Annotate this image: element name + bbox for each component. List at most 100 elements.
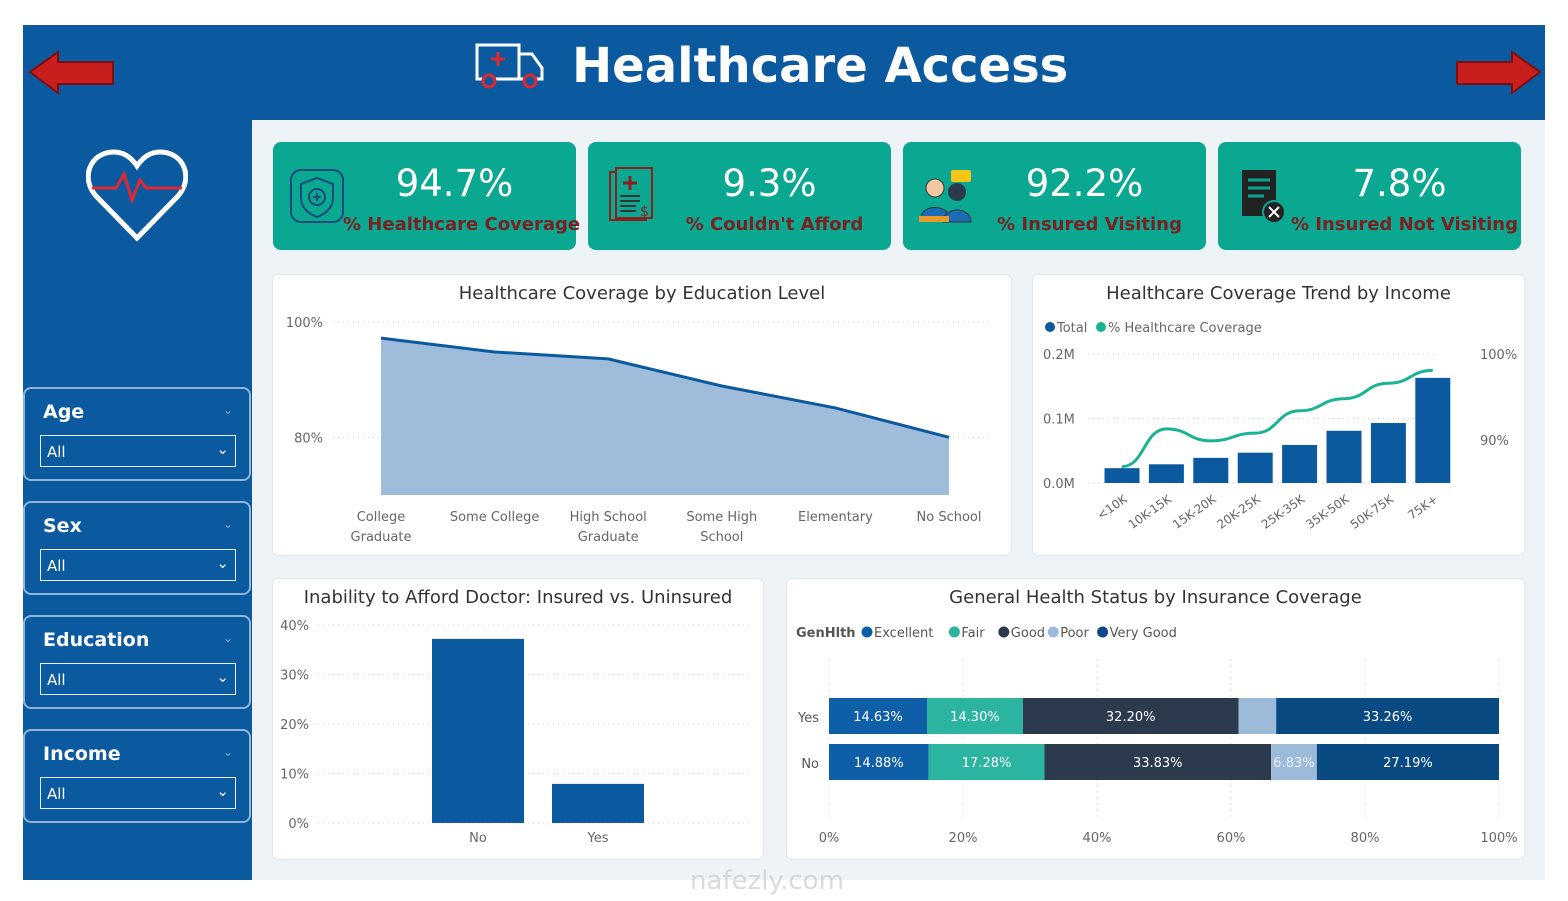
stacked-segment[interactable] <box>829 744 929 780</box>
legend-item[interactable]: Excellent <box>874 626 933 641</box>
afford-bar[interactable] <box>552 783 644 823</box>
x-tick-label: 100% <box>1480 831 1517 846</box>
legend-item[interactable]: Good <box>1011 626 1045 641</box>
x-tick-label: Some College <box>450 510 540 525</box>
arrow-right-icon[interactable] <box>1452 50 1542 95</box>
chevron-down-icon[interactable]: ⌄ <box>222 631 233 645</box>
kpi-card: $9.3% % Couldn't Afford <box>588 142 891 250</box>
y-tick-label: 10% <box>280 768 309 783</box>
afford-bar-chart: 40% 30% 20% 10% 0% No Yes <box>280 619 753 846</box>
income-bar[interactable] <box>1104 468 1140 483</box>
x-tick-label: College Graduate <box>351 510 412 545</box>
chevron-down-icon: ⌄ <box>216 440 229 458</box>
dropdown-value: All <box>47 557 66 575</box>
legend-item[interactable]: Poor <box>1060 626 1089 641</box>
y-category-label: Yes <box>797 711 819 726</box>
x-tick-label: Some High School <box>686 510 757 545</box>
y2-tick-label: 100% <box>1480 348 1517 363</box>
education-chart-card: Healthcare Coverage by Education Level 1… <box>272 274 1012 556</box>
coverage-line <box>1121 368 1433 469</box>
segment-label: 14.63% <box>853 710 903 725</box>
legend-item[interactable]: Fair <box>961 626 985 641</box>
x-tick-label: 20% <box>949 831 978 846</box>
legend-total[interactable]: Total <box>1056 321 1087 336</box>
slicer-dropdown[interactable]: All ⌄ <box>40 777 236 809</box>
legend-total-dot <box>1045 322 1055 332</box>
area-line <box>380 336 950 439</box>
slicer-label: Age <box>43 401 85 423</box>
kpi-card: 94.7% % Healthcare Coverage <box>273 142 580 250</box>
stacked-segment[interactable] <box>1271 744 1317 780</box>
legend-coverage[interactable]: % Healthcare Coverage <box>1108 321 1262 336</box>
chevron-down-icon[interactable]: ⌄ <box>222 403 233 417</box>
x-tick-label: <10K <box>1094 491 1130 522</box>
x-tick-label: 15K-20K <box>1170 491 1219 531</box>
x-tick-label: 40% <box>1083 831 1112 846</box>
income-bar[interactable] <box>1326 430 1362 483</box>
y-tick-label: 40% <box>280 619 309 634</box>
x-tick-label: 35K-50K <box>1303 491 1352 531</box>
afford-chart-card: Inability to Afford Doctor: Insured vs. … <box>272 578 764 860</box>
slicer-education: Education ⌄ All ⌄ <box>23 615 251 709</box>
segment-label: 14.88% <box>854 756 904 771</box>
income-bar[interactable] <box>1282 444 1318 483</box>
slicer-dropdown[interactable]: All ⌄ <box>40 549 236 581</box>
afford-bar[interactable] <box>432 638 524 823</box>
kpi-value: 9.3% <box>722 162 817 205</box>
income-bar[interactable] <box>1415 377 1451 483</box>
y-tick-label: 30% <box>280 669 309 684</box>
legend-title: GenHlth <box>796 626 856 641</box>
y-tick-label: 0.1M <box>1043 413 1075 428</box>
stacked-segment[interactable] <box>1316 744 1499 780</box>
legend-dot <box>998 626 1010 638</box>
stacked-segment[interactable] <box>1276 698 1499 734</box>
y-tick-label: 100% <box>286 316 323 331</box>
slicer-label: Education <box>43 629 150 651</box>
stacked-segment[interactable] <box>1022 698 1239 734</box>
segment-label: 27.19% <box>1383 756 1433 771</box>
chart-title: General Health Status by Insurance Cover… <box>949 587 1362 608</box>
y-category-label: No <box>801 757 819 772</box>
legend-coverage-dot <box>1096 322 1106 332</box>
document-cancel-icon <box>1242 170 1286 224</box>
chevron-down-icon[interactable]: ⌄ <box>222 745 233 759</box>
chevron-down-icon: ⌄ <box>216 782 229 800</box>
stacked-segment[interactable] <box>928 744 1045 780</box>
income-bar[interactable] <box>1148 464 1184 483</box>
medical-bill-icon: $ <box>609 167 653 221</box>
x-tick-label: No School <box>917 510 982 525</box>
legend-item[interactable]: Very Good <box>1110 626 1177 641</box>
chevron-down-icon: ⌄ <box>216 668 229 686</box>
y2-tick-label: 90% <box>1480 434 1509 449</box>
chart-title: Inability to Afford Doctor: Insured vs. … <box>303 587 733 608</box>
segment-label: 17.28% <box>962 756 1012 771</box>
chevron-down-icon[interactable]: ⌄ <box>222 517 233 531</box>
health-status-chart-card: General Health Status by Insurance Cover… <box>786 578 1525 860</box>
dropdown-value: All <box>47 671 66 689</box>
kpi-label: % Insured Visiting <box>997 214 1182 235</box>
kpi-value: 7.8% <box>1352 162 1447 205</box>
legend-dot <box>1097 626 1109 638</box>
stacked-segment[interactable] <box>1238 698 1277 734</box>
x-tick-label: No <box>469 831 487 846</box>
x-tick-label: 10K-15K <box>1126 491 1175 531</box>
stacked-segment[interactable] <box>829 698 928 734</box>
slicer-dropdown[interactable]: All ⌄ <box>40 663 236 695</box>
slicer-dropdown[interactable]: All ⌄ <box>40 435 236 467</box>
stacked-segment[interactable] <box>1044 744 1272 780</box>
slicer-label: Sex <box>43 515 82 537</box>
income-bar[interactable] <box>1370 423 1406 483</box>
x-tick-label: Elementary <box>798 510 873 525</box>
legend-dot <box>861 626 873 638</box>
kpi-value: 92.2% <box>1025 162 1144 205</box>
stacked-segment[interactable] <box>927 698 1023 734</box>
education-area-chart: 100% 80% College Graduate Some College High S… <box>286 316 993 545</box>
dropdown-value: All <box>47 785 66 803</box>
income-bar[interactable] <box>1237 452 1273 483</box>
x-tick-label: 0% <box>819 831 840 846</box>
arrow-left-icon[interactable] <box>28 50 118 95</box>
kpi-value: 94.7% <box>395 162 514 205</box>
slicer-income: Income ⌄ All ⌄ <box>23 729 251 823</box>
income-bar[interactable] <box>1193 457 1229 483</box>
y-tick-label: 0% <box>288 817 309 832</box>
